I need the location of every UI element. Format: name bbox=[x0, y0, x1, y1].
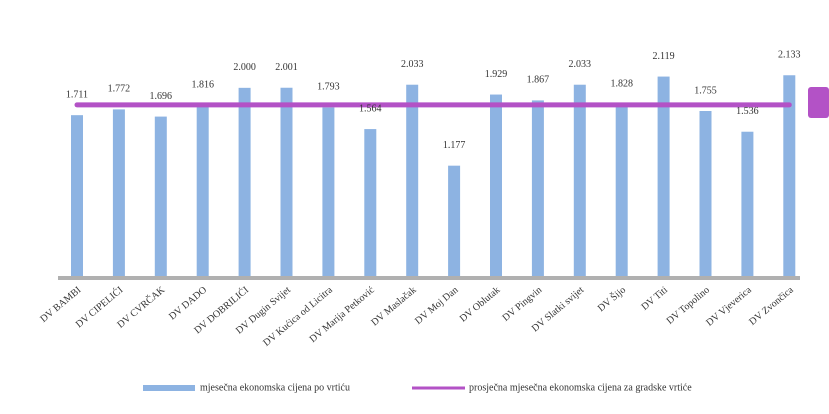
bar bbox=[615, 104, 628, 277]
value-label: 1.772 bbox=[108, 84, 131, 95]
bar bbox=[238, 87, 251, 277]
bar bbox=[657, 76, 670, 278]
bar bbox=[364, 129, 377, 277]
bar bbox=[448, 165, 461, 277]
bar bbox=[406, 84, 419, 277]
value-label: 1.816 bbox=[191, 80, 214, 91]
legend-label: prosječna mjesečna ekonomska cijena za g… bbox=[469, 382, 692, 393]
value-label: 1.177 bbox=[443, 140, 466, 151]
bar bbox=[531, 100, 544, 277]
bar bbox=[490, 94, 502, 277]
value-label: 1.793 bbox=[317, 82, 340, 93]
value-label: 2.001 bbox=[275, 62, 298, 73]
value-label: 1.828 bbox=[610, 78, 633, 89]
legend-swatch bbox=[143, 385, 195, 391]
bar bbox=[196, 105, 209, 277]
bar bbox=[154, 116, 167, 277]
value-label: 1.696 bbox=[150, 91, 173, 102]
value-label: 2.119 bbox=[653, 51, 675, 62]
side-tab bbox=[808, 87, 829, 118]
bar bbox=[783, 75, 796, 277]
value-label: 1.867 bbox=[527, 75, 550, 86]
legend-label: mjesečna ekonomska cijena po vrtiću bbox=[200, 382, 350, 393]
bar bbox=[573, 84, 586, 277]
bar bbox=[322, 107, 335, 278]
value-label: 1.755 bbox=[694, 85, 717, 96]
value-label: 1.564 bbox=[359, 103, 382, 114]
value-label: 2.033 bbox=[401, 59, 424, 70]
value-label: 1.711 bbox=[66, 89, 88, 100]
value-label: 2.033 bbox=[569, 59, 592, 70]
bar bbox=[280, 87, 293, 278]
bar bbox=[71, 115, 83, 278]
value-label: 2.000 bbox=[233, 62, 256, 73]
bar bbox=[112, 109, 125, 277]
value-label: 1.929 bbox=[485, 69, 508, 80]
bar bbox=[741, 131, 754, 277]
value-label: 1.536 bbox=[736, 106, 759, 117]
value-label: 2.133 bbox=[778, 50, 801, 61]
bar bbox=[699, 111, 712, 277]
